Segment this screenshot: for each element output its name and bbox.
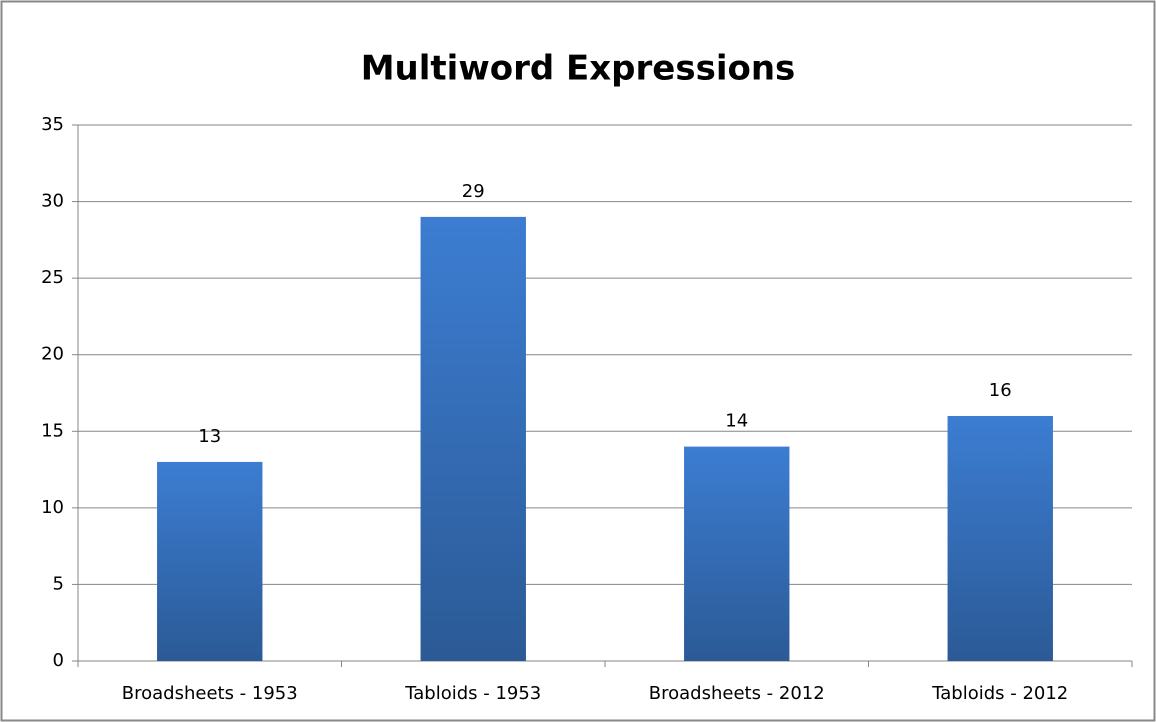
x-tick-label: Tabloids - 2012 [931,683,1068,704]
y-tick-label: 15 [41,420,64,441]
data-label: 29 [462,181,485,202]
data-label: 13 [198,426,221,447]
bar [947,415,1053,661]
chart-title: Multiword Expressions [361,49,796,89]
x-tick-label: Broadsheets - 1953 [122,683,298,704]
y-tick-label: 20 [41,344,64,365]
y-tick-label: 0 [53,650,64,671]
bar [684,446,790,661]
y-tick-label: 30 [41,191,64,212]
data-label: 16 [989,380,1012,401]
y-tick-label: 25 [41,267,64,288]
x-tick-label: Broadsheets - 2012 [649,683,825,704]
bar [157,461,263,661]
data-label: 14 [725,411,748,432]
y-tick-label: 35 [41,114,64,135]
x-tick-label: Tabloids - 1953 [404,683,541,704]
y-tick-label: 10 [41,497,64,518]
bar [420,216,526,661]
y-tick-label: 5 [53,573,64,594]
